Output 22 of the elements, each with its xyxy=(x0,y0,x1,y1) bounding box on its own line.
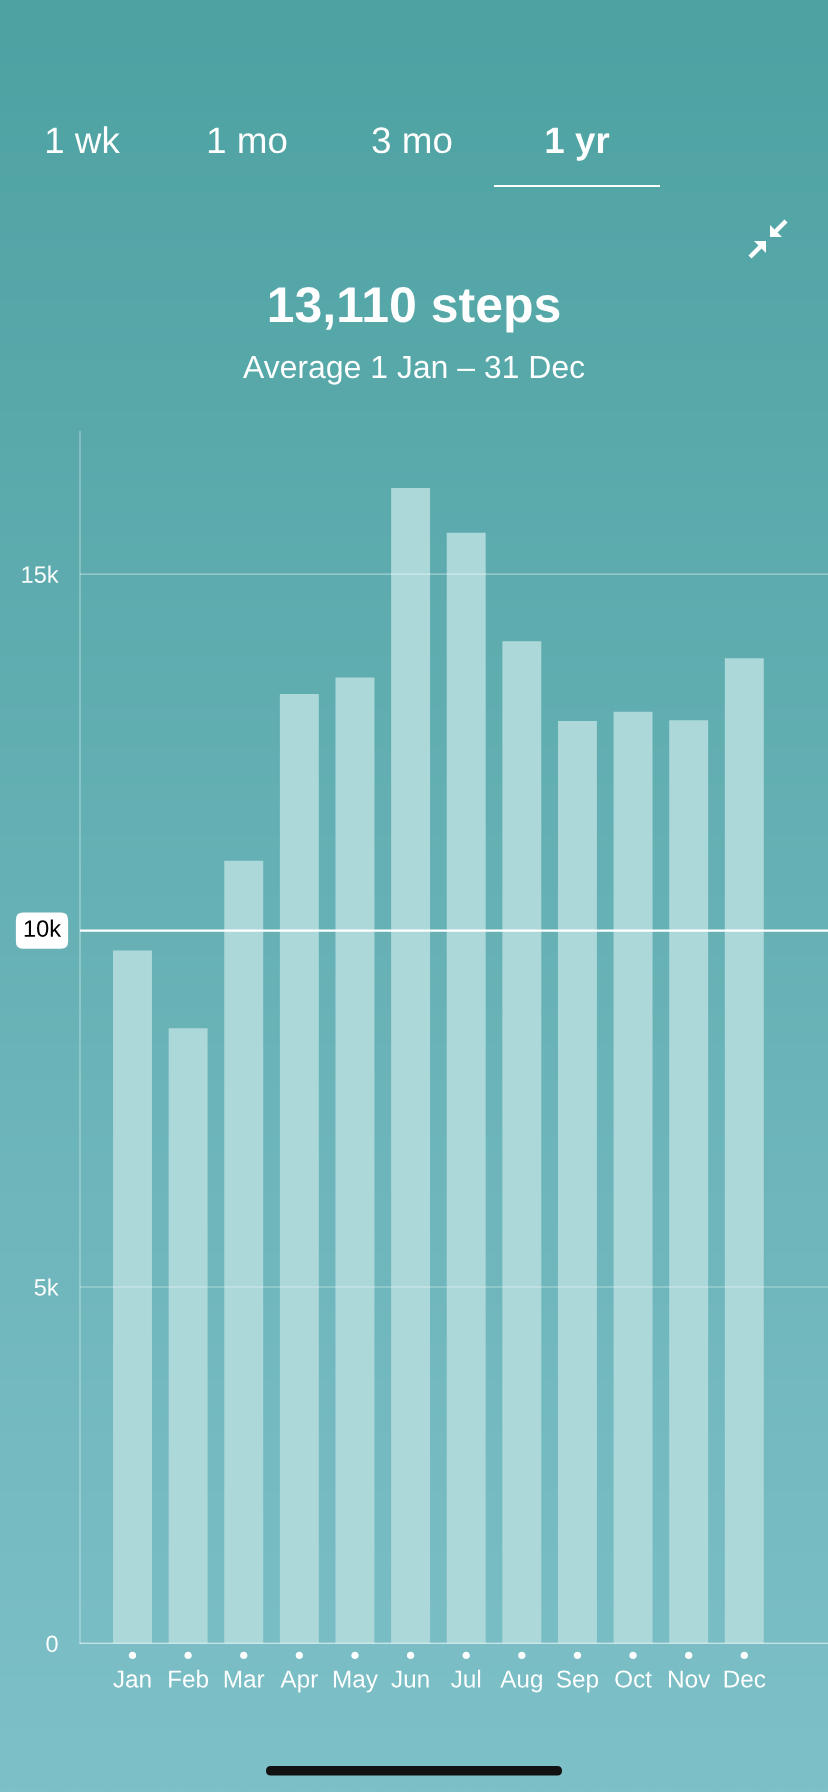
text: 1 wk xyxy=(46,126,120,153)
x-tick-label: Apr xyxy=(280,1670,318,1693)
x-tick-label: May xyxy=(334,1670,378,1693)
y-tick-label: 5k xyxy=(34,1278,59,1296)
x-tick-label: Jul xyxy=(451,1669,481,1688)
text: 1 mo xyxy=(208,127,287,154)
text: 3 mo xyxy=(372,127,452,154)
x-tick-label: Jun xyxy=(391,1670,429,1688)
y-tick-label: 15k xyxy=(22,565,59,583)
x-tick-label: Sep xyxy=(556,1670,599,1693)
x-tick-label: Oct xyxy=(615,1670,652,1688)
x-tick-label: Feb xyxy=(169,1669,209,1688)
y-tick-label: 0 xyxy=(46,1635,58,1653)
ref-line-label: 10k xyxy=(24,919,62,937)
x-tick-label: Jan xyxy=(113,1670,151,1688)
x-tick-label: Aug xyxy=(500,1670,542,1693)
x-tick-label: Dec xyxy=(724,1670,766,1688)
x-tick-label: Mar xyxy=(224,1670,265,1688)
x-tick-label: Nov xyxy=(669,1670,711,1688)
chart-subtitle: Average 1 Jan – 31 Dec xyxy=(242,355,585,385)
text: 1 yr xyxy=(546,127,610,161)
chart-title: 13,110 steps xyxy=(269,287,560,333)
